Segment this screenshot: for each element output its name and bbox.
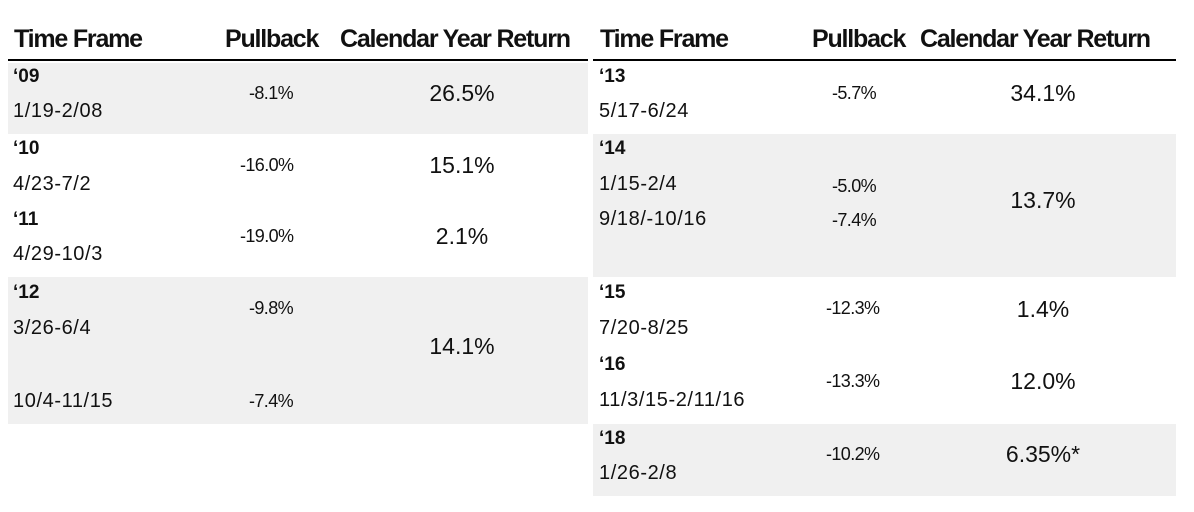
year-label: ‘09 <box>13 66 40 87</box>
year-label: ‘12 <box>13 282 40 303</box>
return-value: 12.0% <box>1010 368 1076 394</box>
date-range: 7/20-8/25 <box>599 317 689 339</box>
date-range: 10/4-11/15 <box>13 390 114 412</box>
return-value: 15.1% <box>429 152 495 178</box>
pullback-value: -8.1% <box>249 83 294 103</box>
date-range: 1/19-2/08 <box>13 100 103 122</box>
year-label: ‘10 <box>13 138 40 159</box>
year-label: ‘11 <box>13 209 39 230</box>
row-band <box>8 277 588 424</box>
year-label: ‘16 <box>599 354 626 375</box>
pullback-value: -9.8% <box>249 298 294 318</box>
date-range: 5/17-6/24 <box>599 100 689 122</box>
return-value: 1.4% <box>1016 296 1070 322</box>
pullback-value: -10.2% <box>826 444 880 464</box>
pullback-value: -7.4% <box>249 391 294 411</box>
return-value: 34.1% <box>1010 80 1076 106</box>
return-value: 13.7% <box>1010 187 1076 213</box>
date-range: 1/26-2/8 <box>599 462 678 484</box>
header-rule <box>8 59 588 61</box>
pullback-value: -5.7% <box>832 83 877 103</box>
return-value: 6.35%* <box>1005 441 1081 467</box>
date-range: 3/26-6/4 <box>13 317 92 339</box>
pullback-value: -12.3% <box>826 298 880 318</box>
return-value: 26.5% <box>429 80 495 106</box>
year-label: ‘15 <box>599 282 626 303</box>
date-range: 4/29-10/3 <box>13 243 103 265</box>
row-band <box>593 424 1176 496</box>
pullback-value: -13.3% <box>826 371 880 391</box>
date-range: 1/15-2/4 <box>599 173 678 195</box>
date-range: 9/18/-10/16 <box>599 208 707 230</box>
header-calendar-year-return: Calendar Year Return <box>340 25 571 53</box>
row-band <box>593 134 1176 277</box>
year-label: ‘18 <box>599 428 626 449</box>
pullback-value: -19.0% <box>240 226 294 246</box>
pullback-value: -7.4% <box>832 210 877 230</box>
header-pullback: Pullback <box>225 25 319 53</box>
header-time-frame: Time Frame <box>14 25 143 53</box>
row-band <box>8 63 588 134</box>
pullback-value: -5.0% <box>832 176 877 196</box>
date-range: 4/23-7/2 <box>13 173 92 195</box>
date-range: 11/3/15-2/11/16 <box>599 389 746 411</box>
header-time-frame: Time Frame <box>600 25 729 53</box>
year-label: ‘14 <box>599 138 626 159</box>
year-label: ‘13 <box>599 66 626 87</box>
header-calendar-year-return: Calendar Year Return <box>920 25 1151 53</box>
return-value: 14.1% <box>429 333 495 359</box>
header-rule <box>593 59 1176 61</box>
pullback-value: -16.0% <box>240 155 294 175</box>
header-pullback: Pullback <box>812 25 906 53</box>
return-value: 2.1% <box>435 223 489 249</box>
